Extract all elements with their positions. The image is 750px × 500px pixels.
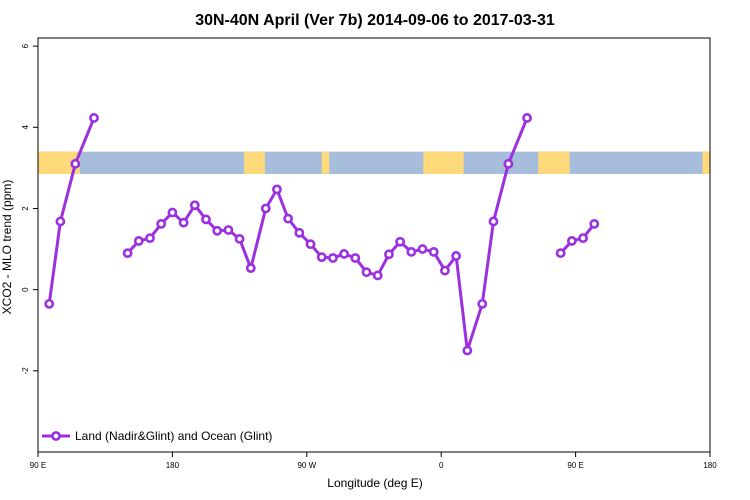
data-point	[503, 158, 514, 169]
band-land	[538, 151, 570, 174]
data-point	[178, 217, 189, 228]
data-point	[156, 218, 167, 229]
band-land	[38, 151, 80, 174]
chart-title: 30N-40N April (Ver 7b) 2014-09-06 to 201…	[195, 12, 555, 29]
y-tick-label: 4	[21, 125, 30, 130]
y-tick-label: -2	[21, 367, 30, 375]
data-point	[272, 184, 282, 195]
data-point	[245, 263, 256, 274]
data-point	[145, 233, 155, 243]
legend: Land (Nadir&Glint) and Ocean (Glint)	[42, 429, 272, 443]
data-point	[316, 252, 327, 263]
data-point	[350, 253, 361, 263]
series-layer	[44, 113, 600, 356]
data-point	[122, 248, 133, 259]
data-point	[462, 345, 473, 356]
data-point	[89, 113, 99, 123]
data-point	[212, 225, 223, 236]
surface-band	[38, 151, 710, 174]
y-axis: -2 0 2 4 6	[21, 43, 38, 374]
data-point	[305, 239, 316, 250]
data-point	[417, 244, 428, 254]
plot-frame	[37, 37, 711, 453]
data-point	[384, 249, 394, 260]
x-tick-label: 0	[439, 461, 444, 470]
data-point	[283, 213, 294, 224]
data-point	[189, 200, 200, 211]
data-point	[234, 234, 245, 244]
data-point	[589, 218, 600, 229]
y-tick-label: 2	[21, 206, 30, 211]
data-point	[451, 251, 462, 261]
band-land	[702, 151, 710, 174]
data-point	[201, 214, 211, 225]
data-point	[522, 113, 532, 123]
series-line	[47, 117, 96, 305]
data-point	[294, 227, 305, 238]
data-point	[133, 236, 144, 246]
x-tick-label: 90 E	[30, 461, 46, 470]
data-point	[260, 203, 271, 214]
y-tick-label: 6	[21, 43, 30, 48]
data-point	[361, 267, 372, 278]
legend-marker	[51, 431, 61, 441]
band-land	[244, 151, 265, 174]
data-point	[44, 298, 55, 309]
x-tick-label: 90 E	[567, 461, 583, 470]
band-land	[321, 151, 330, 174]
band-land	[423, 151, 464, 174]
data-point	[428, 246, 439, 257]
x-tick-label: 180	[166, 461, 180, 470]
data-point	[223, 225, 234, 235]
x-tick-label: 180	[703, 461, 717, 470]
data-point	[372, 270, 383, 281]
data-point	[488, 216, 499, 227]
x-axis-label: Longitude (deg E)	[327, 476, 422, 490]
series-line	[559, 222, 596, 255]
y-axis-label: XCO2 - MLO trend (ppm)	[0, 180, 14, 315]
x-axis: 90 E 180 90 W 0 90 E 180	[30, 452, 717, 470]
data-point	[167, 207, 178, 218]
band-ocean	[38, 151, 710, 174]
data-point	[555, 248, 566, 259]
data-point	[339, 249, 350, 259]
data-point	[395, 236, 406, 247]
data-point	[70, 158, 81, 169]
data-point	[578, 233, 588, 243]
legend-label: Land (Nadir&Glint) and Ocean (Glint)	[75, 429, 272, 443]
data-point	[55, 216, 66, 227]
x-tick-label: 90 W	[297, 461, 316, 470]
y-tick-label: 0	[21, 287, 30, 292]
data-point	[406, 246, 417, 257]
data-point	[440, 265, 450, 276]
data-point	[566, 236, 577, 246]
data-point	[328, 253, 338, 263]
data-point	[477, 298, 488, 309]
